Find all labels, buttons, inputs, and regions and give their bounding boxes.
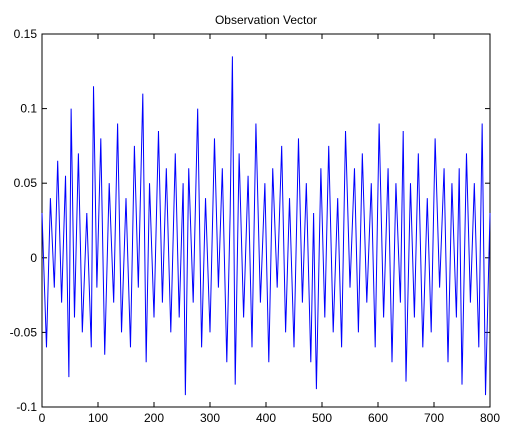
x-tick-label: 600 — [368, 411, 388, 425]
x-tick-label: 400 — [256, 411, 276, 425]
x-tick-label: 700 — [424, 411, 444, 425]
y-tick-label: -0.1 — [16, 400, 37, 414]
y-tick-label: 0.05 — [14, 176, 38, 190]
y-tick-label: -0.05 — [10, 325, 38, 339]
x-tick-label: 200 — [144, 411, 164, 425]
y-tick-label: 0 — [30, 251, 37, 265]
x-tick-label: 300 — [200, 411, 220, 425]
x-tick-labels: 0 100 200 300 400 500 600 700 800 — [39, 411, 501, 425]
y-tick-labels: -0.1 -0.05 0 0.05 0.1 0.15 — [10, 27, 38, 414]
x-tick-label: 800 — [480, 411, 500, 425]
x-tick-label: 500 — [312, 411, 332, 425]
x-tick-label: 100 — [88, 411, 108, 425]
series-line — [41, 56, 491, 396]
x-tick-label: 0 — [39, 411, 46, 425]
chart-title: Observation Vector — [215, 13, 317, 27]
y-tick-label: 0.15 — [14, 27, 38, 41]
series-layer — [41, 56, 491, 396]
y-tick-label: 0.1 — [20, 102, 37, 116]
